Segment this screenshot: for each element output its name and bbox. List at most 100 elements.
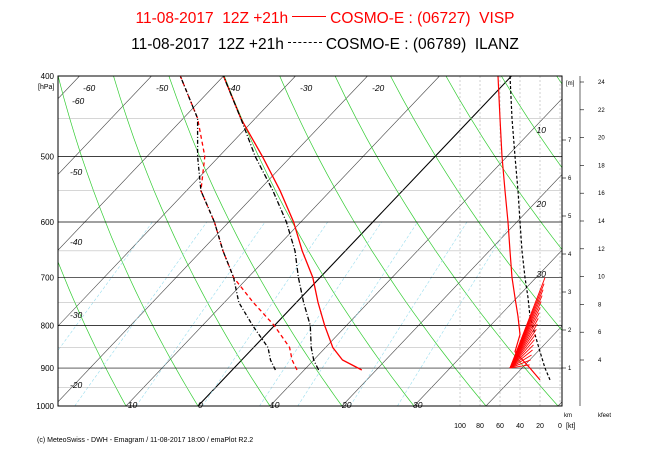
legend-swatch-ilanz	[287, 42, 322, 44]
title-ilanz-right: COSMO-E : (06789) ILANZ	[325, 36, 519, 53]
visp-wind-profile	[497, 76, 541, 381]
isotherm-line	[58, 76, 80, 100]
mixing-ratio-line	[202, 221, 328, 406]
temperature-label: -30	[70, 310, 83, 320]
pressure-tick-label: 700	[41, 274, 55, 283]
pressure-tick-label: 800	[41, 322, 55, 331]
mixing-ratio-line	[397, 221, 512, 406]
footer-credit: (c) MeteoSwiss - DWH - Emagram / 11-08-2…	[37, 437, 254, 444]
kft-tick-label: 4	[598, 358, 602, 364]
wind-axis-unit: [kt]	[566, 423, 575, 430]
kft-tick-label: 10	[598, 275, 605, 281]
dry-adiabat-line	[556, 76, 562, 85]
mixing-ratio-line	[259, 221, 382, 406]
height-tick-label: 5	[568, 214, 572, 220]
isotherm-line	[269, 98, 562, 406]
height-tick-label: 1	[568, 366, 572, 372]
pressure-axis-label: [hPa]	[38, 84, 54, 91]
kft-tick-label: 8	[598, 302, 602, 308]
height-tick-label: 2	[568, 328, 572, 334]
temperature-label: -60	[83, 83, 96, 93]
pressure-tick-label: 900	[41, 364, 55, 373]
kft-tick-label: 16	[598, 191, 605, 197]
title-visp-left: 11-08-2017 12Z +21h	[135, 10, 289, 27]
pressure-tick-label: 500	[41, 152, 55, 161]
plot-frame	[57, 75, 563, 407]
wind-axis-tick-label: 0	[558, 423, 562, 430]
dry-adiabat-line	[445, 76, 562, 251]
temperature-label: -40	[228, 83, 241, 93]
dry-adiabat-line	[0, 76, 54, 406]
trace-layer	[179, 76, 551, 381]
visp-temperature-line	[222, 76, 363, 371]
temperature-label: -40	[70, 237, 83, 247]
title-ilanz: 11-08-2017 12Z +21h COSMO-E : (06789) ILA…	[0, 36, 650, 54]
isotherm-line	[341, 173, 562, 406]
mixing-ratio-line	[349, 221, 468, 406]
wind-axis-tick-label: 20	[536, 423, 544, 430]
temperature-label: 0	[198, 400, 203, 410]
isotherm-line	[125, 76, 440, 406]
temperature-label: 20	[341, 400, 352, 410]
isotherm-line	[197, 76, 512, 406]
temperature-label: -30	[300, 83, 313, 93]
wind-axis-tick-label: 60	[496, 423, 504, 430]
temperature-label: -60	[72, 96, 85, 106]
mixing-ratio-line	[74, 221, 208, 406]
wind-axis-tick-label: 80	[476, 423, 484, 430]
dry-adiabat-line	[501, 76, 562, 169]
isotherm-line	[413, 249, 562, 406]
temperature-label: 30	[413, 400, 423, 410]
temperature-label: -10	[125, 400, 138, 410]
kft-tick-label: 24	[598, 80, 605, 86]
kft-tick-label: 22	[598, 108, 605, 114]
theta-label: 10	[537, 125, 547, 135]
isotherm-line	[630, 76, 650, 406]
wind-barb	[509, 344, 534, 369]
title-visp: 11-08-2017 12Z +21h COSMO-E : (06727) VIS…	[0, 10, 650, 28]
title-visp-right: COSMO-E : (06727) VISP	[330, 10, 515, 27]
dry-adiabat-line	[58, 260, 127, 406]
ilanz-temperature-line	[222, 76, 320, 371]
wind-barb	[509, 359, 531, 369]
height-axis-label: km	[564, 413, 572, 419]
pressure-tick-label: 1000	[36, 402, 54, 411]
wind-barb	[509, 339, 535, 369]
kft-tick-label: 12	[598, 247, 605, 253]
temperature-label: -50	[156, 83, 169, 93]
legend-swatch-visp	[292, 16, 327, 18]
isotherm-line	[58, 76, 296, 327]
isotherm-line	[58, 76, 368, 403]
temperature-label: -20	[70, 380, 83, 390]
height-tick-label: 7	[568, 138, 572, 144]
dry-adiabat-line	[223, 76, 415, 406]
ilanz-wind-profile	[509, 76, 551, 381]
theta-label: 30	[537, 269, 547, 279]
kft-tick-label: 14	[598, 219, 605, 225]
dry-adiabat-line	[113, 76, 271, 406]
height-tick-label: 3	[568, 290, 572, 296]
isotherm-line	[58, 76, 152, 175]
label-layer: 400 500 600 700 800 900 1000 [hPa] -60 -60 -50 -40 -…	[36, 72, 546, 411]
wind-axis-tick-label: 100	[454, 423, 466, 430]
wind-barb	[509, 364, 530, 369]
wind-barb	[509, 354, 532, 369]
pressure-tick-label: 600	[41, 218, 55, 227]
height-tick-label: 4	[568, 252, 572, 258]
isotherm-line	[0, 76, 8, 406]
temperature-label: 10	[270, 400, 280, 410]
ilanz-dewpoint-line	[179, 76, 276, 371]
height-axis-unit: [m]	[566, 81, 575, 87]
temperature-label: -20	[372, 83, 385, 93]
title-ilanz-left: 11-08-2017 12Z +21h	[131, 36, 284, 53]
dry-adiabat-line	[612, 76, 650, 406]
isotherm-line	[485, 325, 562, 406]
temperature-label: -50	[70, 167, 83, 177]
kft-axis-label: kfeet	[598, 413, 611, 419]
pressure-tick-label: 400	[41, 72, 55, 81]
theta-label: 20	[536, 199, 547, 209]
kft-tick-label: 20	[598, 136, 605, 142]
dry-adiabat-line	[168, 76, 343, 406]
